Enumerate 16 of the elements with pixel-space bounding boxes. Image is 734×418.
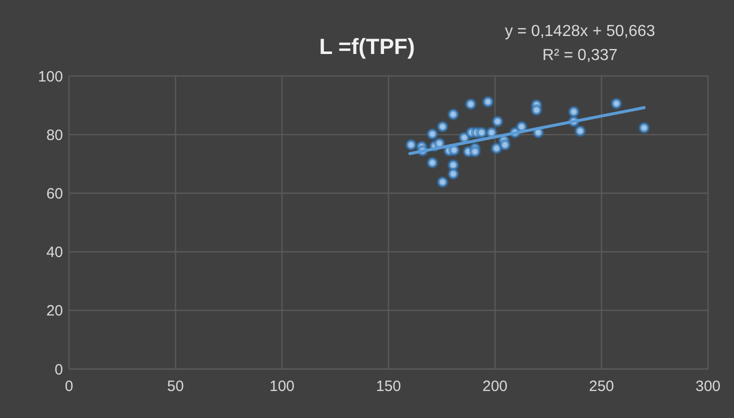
x-tick-label: 50 [167,378,184,395]
x-tick-label: 300 [695,378,721,395]
y-tick-label: 40 [46,244,63,262]
x-tick-label: 250 [588,378,614,395]
y-tick-label: 80 [46,126,63,144]
text: y = 0,1428x + 50,663 [504,23,656,40]
y-tick-label: 60 [46,185,63,202]
x-tick-label: 150 [376,378,402,395]
y-tick-label: 0 [54,361,63,378]
x-tick-label: 0 [64,378,74,395]
x-tick-label: 200 [482,378,508,395]
chart-title: L =f(TPF) [319,34,415,59]
x-tick-label: 100 [269,378,295,395]
y-tick-label: 100 [38,68,63,86]
text: R² = 0,337 [542,47,618,64]
y-tick-label: 20 [46,302,63,320]
